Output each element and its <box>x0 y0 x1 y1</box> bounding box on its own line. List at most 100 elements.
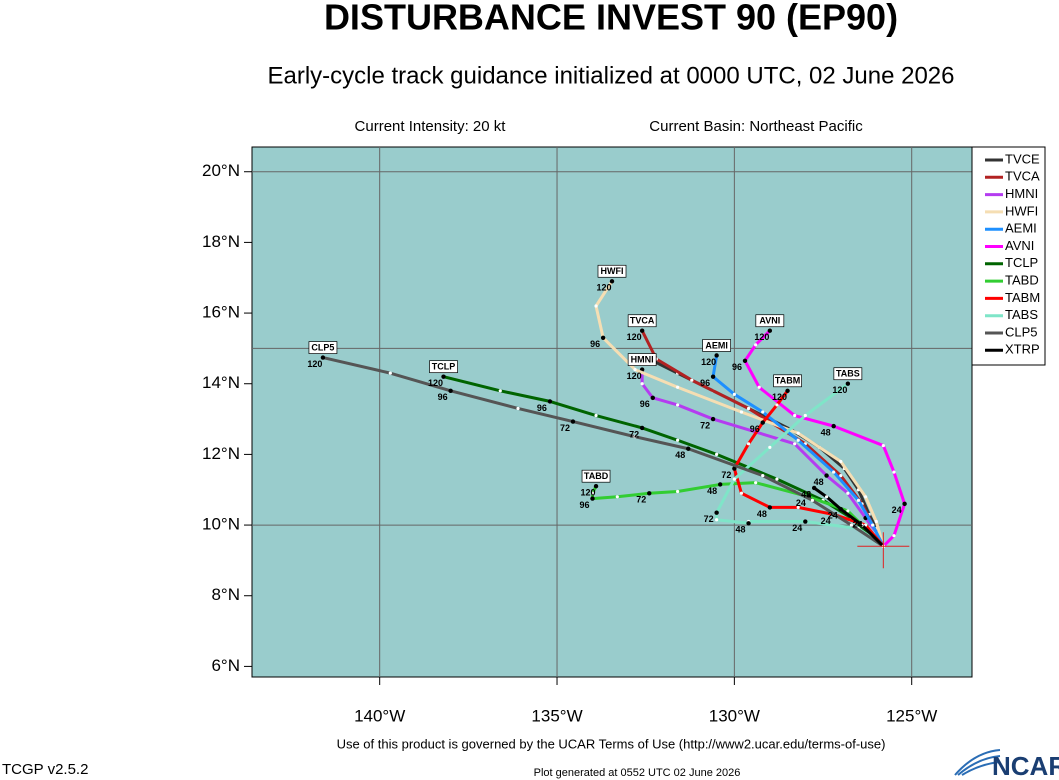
track-point <box>768 445 772 449</box>
track-point <box>710 416 716 422</box>
track-point <box>676 385 680 389</box>
track-point <box>570 419 576 424</box>
model-tag-box <box>773 374 802 388</box>
hour-label: 48 <box>757 509 767 519</box>
track-point <box>590 491 595 495</box>
hour-label: 120 <box>581 488 596 498</box>
model-tag-box <box>429 360 458 374</box>
track-point <box>516 406 520 411</box>
track-point <box>676 438 680 442</box>
model-tag: HMNI <box>631 354 654 364</box>
track-point <box>615 495 619 499</box>
track-point <box>600 335 606 340</box>
hour-label: 96 <box>640 399 650 409</box>
hour-label: 120 <box>596 283 611 293</box>
basin: Current Basin: Northeast Pacific <box>649 118 863 135</box>
track-point <box>856 498 861 502</box>
track-point <box>650 395 655 401</box>
legend-label: XTRP <box>1005 342 1040 357</box>
track-point <box>839 474 843 478</box>
track-point <box>640 382 644 386</box>
track-point <box>863 495 868 499</box>
track-point <box>824 495 829 499</box>
legend-label: AEMI <box>1005 221 1037 236</box>
hour-label: 120 <box>627 371 642 381</box>
track-point <box>824 473 829 478</box>
y-tick-label: 14°N <box>202 373 240 392</box>
track-point <box>785 388 790 393</box>
model-tag: AVNI <box>759 316 780 326</box>
map-area <box>251 146 973 678</box>
track-point <box>874 519 878 524</box>
y-tick-label: 6°N <box>211 656 240 675</box>
track-point <box>767 328 773 333</box>
track-point <box>739 491 744 495</box>
track-point <box>881 443 885 448</box>
version: TCGP v2.5.2 <box>2 761 88 778</box>
track-point <box>647 491 652 496</box>
legend <box>971 146 1046 366</box>
track-point <box>892 470 896 474</box>
track-point <box>746 521 751 526</box>
hour-label: 96 <box>590 339 600 349</box>
hour-label: 48 <box>821 428 831 438</box>
hour-label: 24 <box>821 516 831 526</box>
track-point <box>838 506 843 512</box>
hour-label: 96 <box>700 378 710 388</box>
track-point <box>760 420 765 425</box>
hour-label: 24 <box>853 519 863 529</box>
track-point <box>593 484 599 489</box>
track-point <box>320 355 326 360</box>
model-tag-box <box>581 469 611 483</box>
track-point <box>746 442 751 446</box>
track-point <box>717 482 723 487</box>
model-tag: TVCA <box>630 316 655 326</box>
x-tick-label: 125°W <box>886 706 937 725</box>
track-point <box>796 431 800 435</box>
track-point <box>811 485 817 491</box>
track-point <box>594 413 598 418</box>
model-tag: TCLP <box>432 362 456 372</box>
track-point <box>710 374 716 379</box>
hour-label: 120 <box>772 392 787 402</box>
track-point <box>849 523 854 527</box>
track-point <box>846 491 850 495</box>
legend-label: TVCA <box>1005 169 1040 184</box>
track-point <box>732 477 736 481</box>
hour-label: 72 <box>560 423 570 433</box>
track-point <box>845 381 851 386</box>
track-point <box>839 459 843 464</box>
y-tick-label: 18°N <box>202 232 240 251</box>
x-tick-label: 140°W <box>354 706 405 725</box>
track-point <box>775 403 779 407</box>
hour-label: 96 <box>750 424 760 434</box>
subtitle: Early-cycle track guidance initialized a… <box>267 62 954 89</box>
legend-label: TCLP <box>1005 255 1038 270</box>
hour-label: 48 <box>801 489 811 499</box>
track-point <box>767 505 773 510</box>
model-tag-box <box>702 339 731 352</box>
model-tag-box <box>627 314 657 328</box>
track-point <box>715 518 719 522</box>
track-point <box>594 304 598 308</box>
track-point <box>871 523 875 527</box>
model-tag-box <box>755 314 785 328</box>
model-tag-box <box>597 264 627 278</box>
legend-label: TVCE <box>1005 151 1040 166</box>
track-point <box>803 413 807 418</box>
hour-label: 24 <box>828 511 838 521</box>
hour-label: 24 <box>792 523 802 533</box>
hour-label: 48 <box>736 525 746 535</box>
track-point <box>715 452 719 456</box>
hour-label: 120 <box>754 332 769 342</box>
track-point <box>690 378 694 382</box>
track-point <box>633 435 637 439</box>
track-point <box>902 501 907 507</box>
model-tag: AEMI <box>705 340 728 350</box>
legend-label: CLP5 <box>1005 324 1038 339</box>
track-point <box>860 523 864 527</box>
hour-label: 120 <box>307 359 322 369</box>
track-point <box>714 510 719 515</box>
track-point <box>796 438 800 442</box>
model-tag-box <box>308 341 338 354</box>
